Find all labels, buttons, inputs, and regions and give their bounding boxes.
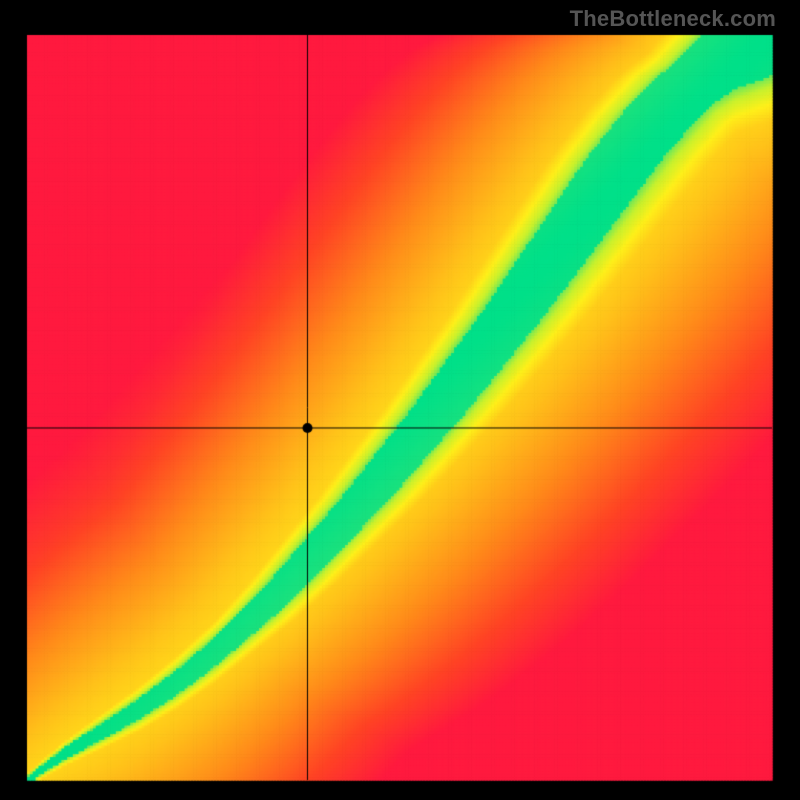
- heatmap-canvas: [0, 0, 800, 800]
- watermark-text: TheBottleneck.com: [570, 6, 776, 32]
- chart-container: TheBottleneck.com: [0, 0, 800, 800]
